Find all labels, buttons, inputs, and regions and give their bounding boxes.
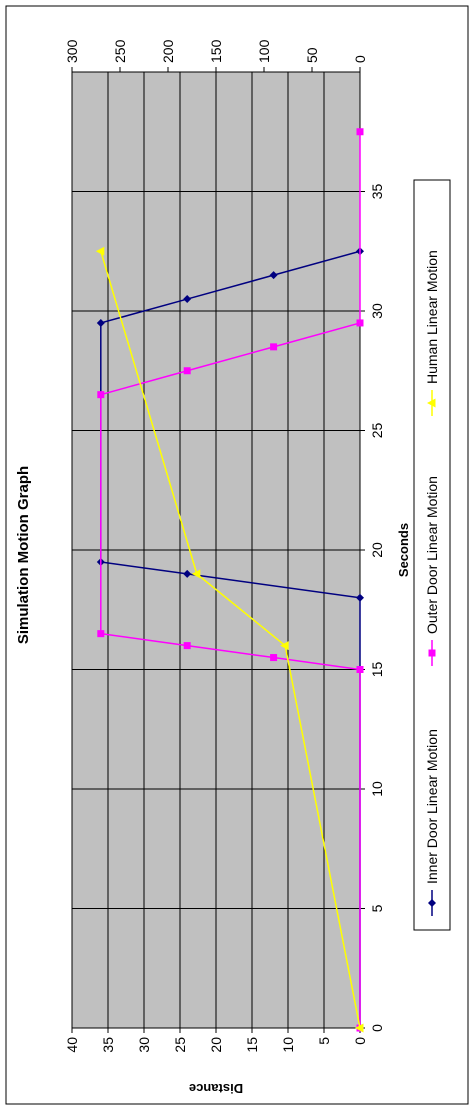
series-0-point [356,593,364,602]
y-axis-title: Distance [189,1081,243,1096]
series-1-point [356,666,364,673]
series-1-point [97,391,105,399]
y-left-tick-label: 10 [280,1037,296,1053]
series-0-point [183,295,192,304]
series-1-point [356,319,364,327]
x-tick-label: 5 [369,904,385,912]
y-right-tick-label: 0 [352,55,368,63]
series-2-point [280,641,289,651]
series-0-point [96,318,105,327]
legend-swatch-marker [428,649,436,657]
x-tick-label: 25 [369,423,385,439]
chart-rotated-group: Simulation Motion Graph 0 5 10 15 20 25 30 35 40… [15,39,451,1096]
y-left-tick-label: 20 [208,1037,224,1053]
y-left-tick-label: 15 [244,1037,260,1053]
x-tick-label: 35 [369,184,385,200]
y-left-tick-label: 0 [352,1037,368,1045]
series-2-point [191,569,201,579]
x-tick-label: 10 [369,781,385,797]
legend-swatch-marker [427,398,436,408]
chart-title: Simulation Motion Graph [15,466,32,644]
series-1-point [183,642,191,650]
x-axis-title: Seconds [396,523,411,577]
y-right-tick-label: 200 [160,39,176,63]
legend-label: Outer Door Linear Motion [424,476,440,634]
series-1-point [270,654,278,662]
legend-label: Inner Door Linear Motion [424,729,440,884]
x-tick-label: 30 [369,303,385,319]
y-left-tick-label: 25 [172,1037,188,1053]
y-right-tick-label: 250 [112,39,128,63]
series-2-point [95,246,105,256]
series-1-point [270,343,278,351]
legend-box [413,179,451,931]
y-right-tick-label: 50 [304,47,320,63]
y-left-tick-label: 30 [136,1037,152,1053]
y-right-tick-label: 300 [64,39,80,63]
series-0-point [183,569,192,578]
legend-label: Human Linear Motion [424,250,440,384]
series-1-point [97,630,105,638]
x-tick-label: 0 [369,1024,385,1032]
y-right-tick-label: 100 [256,39,272,63]
series-2-point [355,1023,364,1033]
x-tick-label: 15 [369,662,385,678]
legend-swatch-marker [428,899,436,907]
y-left-tick-label: 5 [316,1037,332,1045]
y-left-tick-label: 35 [100,1037,116,1053]
series-line-1 [100,131,361,1028]
series-0-point [269,271,278,280]
y-right-tick-label: 150 [208,39,224,63]
y-left-tick-label: 40 [64,1037,80,1053]
series-1-point [183,367,191,375]
series-1-point [356,128,364,136]
x-tick-label: 20 [369,542,385,558]
series-line-2 [100,251,361,1029]
